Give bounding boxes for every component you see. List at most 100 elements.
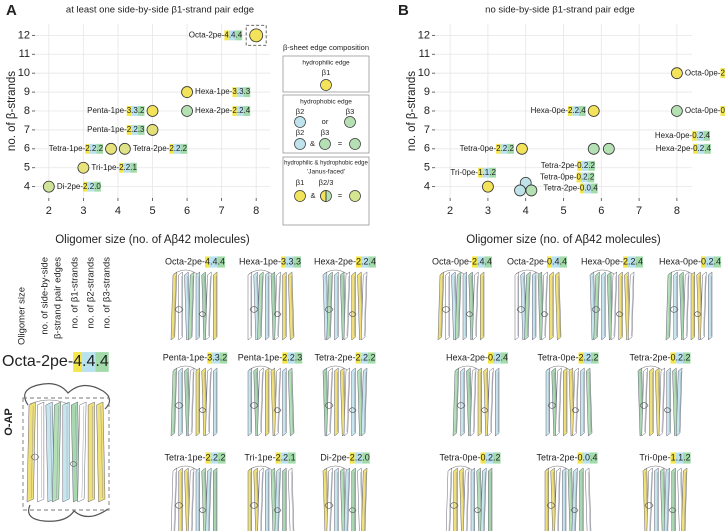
- loop: [323, 269, 348, 275]
- strand-ribbon: [213, 367, 218, 437]
- label-part: 4: [224, 30, 229, 39]
- structure-label: Tetra-2pe- 0.2.2: [541, 160, 596, 171]
- label-part: Tetra-2pe-: [536, 452, 577, 462]
- strand-ribbon: [658, 367, 666, 437]
- side-chain: [348, 311, 357, 317]
- strand-edge: [290, 275, 294, 337]
- strand-edge: [527, 275, 530, 337]
- strand-ribbon: [257, 271, 264, 341]
- label-part: .3: [131, 106, 138, 115]
- loop: [248, 365, 273, 371]
- label-highlight: [130, 162, 137, 173]
- structure-cartoon: [26, 399, 106, 503]
- label-part: .2: [489, 168, 496, 177]
- strand-ribbon: [610, 271, 618, 341]
- strand-ribbon: [287, 271, 295, 341]
- strand-ribbon: [544, 467, 549, 531]
- legend-text: hydrophilic & hydrophobic edge: [284, 161, 368, 167]
- label-part: .2: [588, 161, 595, 170]
- loop: [455, 365, 480, 371]
- label-part: .3: [237, 87, 244, 96]
- strand-ribbon: [170, 367, 178, 437]
- strand-edge: [457, 275, 461, 337]
- loop: [248, 465, 273, 471]
- side-chain: [174, 306, 184, 313]
- label-part: .2: [211, 452, 219, 462]
- label-highlight: [173, 143, 181, 154]
- structure-label: Tri-0pe- 1.1.2: [639, 452, 691, 464]
- x-tick-label: 8: [674, 205, 680, 217]
- y-tick-label: 5: [24, 162, 30, 174]
- strand-ribbon: [554, 271, 562, 341]
- data-point: [181, 105, 193, 117]
- column-header: no. of β3-strands: [102, 257, 113, 329]
- legend-text: =: [338, 139, 343, 148]
- strand-ribbon: [700, 271, 707, 341]
- data-point: [105, 142, 117, 155]
- label-highlight: [693, 143, 698, 154]
- strand-ribbon: [601, 271, 606, 341]
- label-part: 0: [577, 161, 582, 170]
- label-part: .2: [355, 452, 363, 462]
- label-part: .2: [493, 452, 501, 462]
- label-highlight: [73, 352, 83, 372]
- structure-cartoon: [322, 465, 368, 531]
- strand-ribbon: [274, 367, 281, 437]
- strand-edge: [475, 275, 478, 337]
- strand-edge: [190, 275, 194, 337]
- label-highlight: [480, 452, 486, 464]
- side-chain: [669, 306, 679, 313]
- legend-text: =: [338, 191, 343, 200]
- y-tick-label: 11: [419, 48, 430, 60]
- loop: [248, 269, 273, 275]
- label-highlight: [210, 452, 219, 464]
- structure-cartoon: [170, 365, 218, 437]
- label-highlight: [210, 256, 218, 268]
- strand-edge: [630, 275, 634, 337]
- label-highlight: [591, 352, 599, 364]
- label-part: Hexa-2pe-: [314, 256, 356, 266]
- loop: [643, 465, 668, 471]
- structure-cartoon: [247, 365, 295, 437]
- side-chain: [480, 407, 489, 413]
- structure-label: Di-2pe- 2.2.0: [57, 181, 101, 192]
- label-highlight: [635, 256, 644, 268]
- side-chain: [570, 507, 579, 513]
- label-highlight: [362, 452, 370, 464]
- legend-text: hydrophilic edge: [302, 60, 350, 67]
- strand-ribbon: [555, 367, 562, 437]
- y-tick-label: 4: [424, 181, 430, 193]
- strand-ribbon: [247, 467, 252, 531]
- strand-edge: [329, 371, 332, 433]
- label-highlight: [293, 256, 302, 268]
- label-part: 2: [355, 352, 360, 362]
- label-part: .4: [244, 106, 251, 115]
- label-highlight: [355, 352, 361, 364]
- strand-ribbon: [665, 271, 673, 341]
- label-part: .2: [124, 163, 131, 172]
- strand-edge: [465, 471, 469, 531]
- strand-ribbon: [195, 271, 200, 341]
- structure-label: Tetra-2pe- 0.0.4: [536, 452, 598, 464]
- strand-ribbon: [326, 271, 333, 341]
- strand-ribbon: [274, 271, 281, 341]
- label-part: .4: [636, 256, 644, 266]
- label-highlight: [485, 452, 494, 464]
- label-part: .2: [588, 173, 595, 182]
- strand-edge: [31, 405, 34, 499]
- structure-label: Hexa-2pe- 0.2.4: [656, 143, 711, 154]
- label-highlight: [590, 183, 598, 194]
- label-part: 0: [692, 131, 697, 140]
- x-tick-label: 3: [80, 205, 86, 217]
- label-part: .2: [706, 256, 714, 266]
- y-tick-label: 6: [24, 143, 30, 155]
- loop: [546, 365, 571, 371]
- side-chain: [615, 311, 624, 317]
- structure-label: Hexa-1pe- 3.3.3: [195, 87, 251, 98]
- y-tick-label: 9: [24, 86, 30, 98]
- label-part: Tetra-2pe-: [133, 144, 170, 153]
- strand-edge: [558, 371, 561, 433]
- label-part: 3: [232, 87, 237, 96]
- data-point: [602, 142, 615, 155]
- label-highlight: [368, 352, 376, 364]
